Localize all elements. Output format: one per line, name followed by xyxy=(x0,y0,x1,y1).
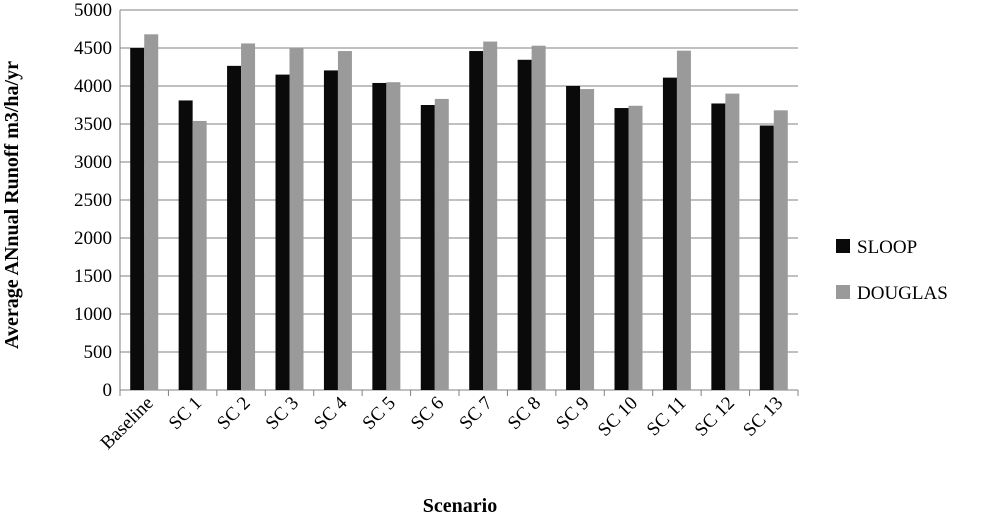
gridlines xyxy=(120,9,798,353)
bar-sloop-sc-7 xyxy=(469,51,484,390)
y-tick-label: 1500 xyxy=(74,266,112,287)
bar-douglas-sc-4 xyxy=(337,51,352,390)
bar-sloop-sc-10 xyxy=(614,108,629,390)
bar-sloop-sc-4 xyxy=(323,70,338,391)
x-tick-label: SC 9 xyxy=(552,393,593,434)
x-tick-label: SC 3 xyxy=(262,393,303,434)
x-axis-title: Scenario xyxy=(423,495,497,517)
x-tick-label: SC 8 xyxy=(504,393,545,434)
x-tick-label: SC 6 xyxy=(407,393,448,434)
y-tick-label: 4000 xyxy=(74,76,112,97)
y-tick-label: 2000 xyxy=(74,228,112,249)
y-tick-label: 3500 xyxy=(74,114,112,135)
bar-sloop-sc-11 xyxy=(662,77,677,390)
legend-label-sloop: SLOOP xyxy=(857,237,917,258)
bar-douglas-sc-9 xyxy=(580,89,595,390)
bar-sloop-sc-12 xyxy=(711,103,726,390)
bar-douglas-sc-5 xyxy=(386,82,401,390)
bar-douglas-sc-6 xyxy=(434,98,449,391)
bar-douglas-sc-1 xyxy=(192,120,207,391)
bars xyxy=(130,34,788,391)
y-tick-label: 0 xyxy=(103,380,113,401)
y-tick-label: 2500 xyxy=(74,190,112,211)
bar-sloop-sc-8 xyxy=(517,59,532,390)
bar-sloop-sc-6 xyxy=(420,105,435,390)
bar-douglas-sc-13 xyxy=(773,110,788,390)
bar-douglas-sc-2 xyxy=(241,43,256,390)
x-tick-label: SC 2 xyxy=(213,393,254,434)
x-tick-label: SC 11 xyxy=(643,393,691,441)
y-axis-title: Average ANnual Runoff m3/ha/yr xyxy=(1,61,23,349)
legend-label-douglas: DOUGLAS xyxy=(857,283,948,304)
legend-swatch-sloop xyxy=(836,239,850,253)
bar-douglas-sc-7 xyxy=(483,41,498,390)
bar-sloop-sc-1 xyxy=(178,100,193,390)
x-tick-label: SC 1 xyxy=(165,393,206,434)
bar-douglas-sc-10 xyxy=(628,105,643,390)
bar-sloop-sc-5 xyxy=(372,82,387,391)
bar-sloop-baseline xyxy=(130,48,145,390)
bar-douglas-sc-12 xyxy=(725,93,740,390)
bar-sloop-sc-9 xyxy=(566,86,581,390)
legend-swatch-douglas xyxy=(836,285,850,299)
x-tick-label: SC 7 xyxy=(455,393,496,434)
bar-douglas-sc-8 xyxy=(531,45,546,390)
x-tick-label: SC 10 xyxy=(594,393,642,441)
y-tick-label: 500 xyxy=(84,342,113,363)
y-axis-ticks: 0 500 1000 1500 2000 2500 3000 3500 4000 4500 5000 xyxy=(74,0,112,401)
legend: SLOOP DOUGLAS xyxy=(836,237,948,304)
bar-douglas-sc-3 xyxy=(289,48,304,390)
x-tick-label: SC 13 xyxy=(739,393,787,441)
y-tick-label: 3000 xyxy=(74,152,112,173)
x-tick-label: SC 5 xyxy=(359,393,400,434)
y-tick-label: 5000 xyxy=(74,0,112,21)
bar-douglas-baseline xyxy=(144,34,159,390)
x-tick-label: SC 4 xyxy=(310,392,352,434)
y-tick-label: 1000 xyxy=(74,304,112,325)
bar-sloop-sc-13 xyxy=(759,125,774,391)
bar-sloop-sc-2 xyxy=(227,65,242,391)
x-tick-label: Baseline xyxy=(97,393,158,454)
y-tick-label: 4500 xyxy=(74,38,112,59)
bar-douglas-sc-11 xyxy=(676,50,691,390)
x-axis-ticks: Baseline SC 1 SC 2 SC 3 SC 4 SC 5 SC 6 SC 7 SC 8… xyxy=(97,390,799,454)
bar-sloop-sc-3 xyxy=(275,74,290,390)
x-tick-label: SC 12 xyxy=(691,393,739,441)
